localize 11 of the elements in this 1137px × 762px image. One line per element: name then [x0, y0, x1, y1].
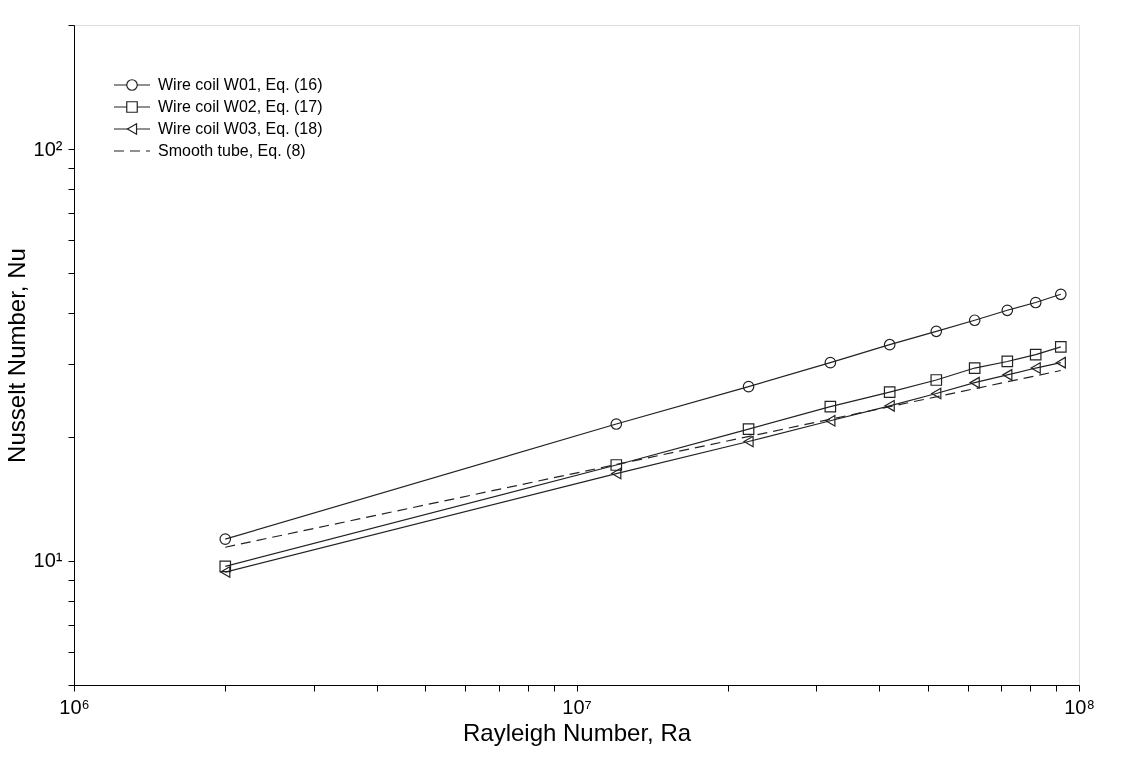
legend-label: Wire coil W01, Eq. (16) [158, 76, 323, 93]
y-axis-title: Nusselt Number, Nu [2, 248, 30, 463]
x-tick-label: 10⁸ [1064, 695, 1095, 718]
legend-label: Wire coil W02, Eq. (17) [158, 98, 323, 115]
x-tick-label: 10⁶ [59, 695, 90, 718]
y-tick-label: 10² [33, 137, 63, 160]
legend-label: Wire coil W03, Eq. (18) [158, 120, 323, 137]
y-tick-label: 10¹ [33, 549, 63, 572]
legend-label: Smooth tube, Eq. (8) [158, 142, 306, 159]
x-axis-title: Rayleigh Number, Ra [462, 718, 692, 746]
x-tick-label: 10⁷ [562, 695, 592, 718]
